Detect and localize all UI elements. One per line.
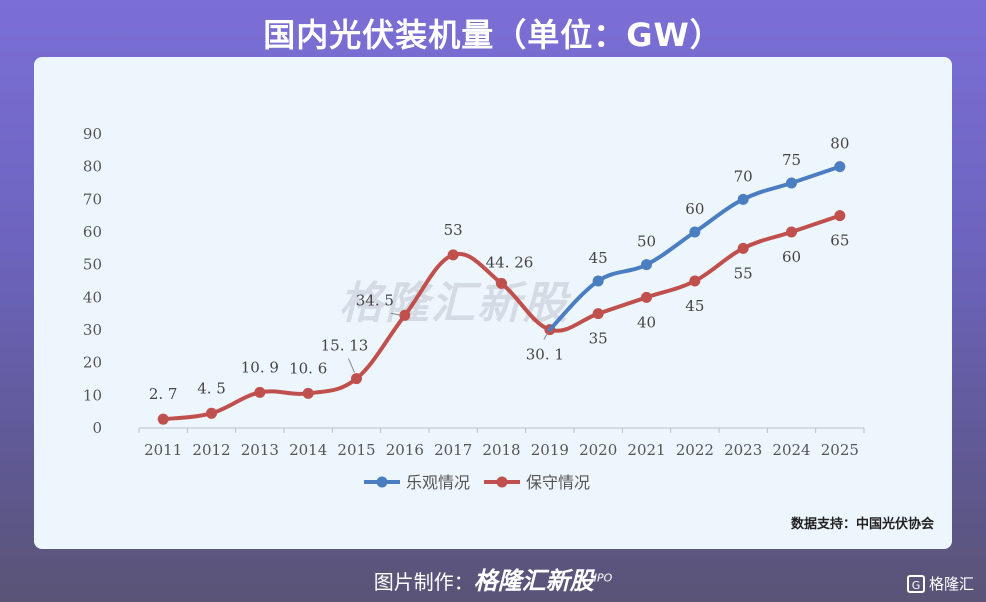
data-label: 30. 1 (526, 346, 564, 364)
y-tick-label: 30 (83, 321, 102, 339)
data-label: 34. 5 (356, 291, 394, 309)
data-label: 45 (589, 249, 608, 267)
x-tick-label: 2018 (482, 441, 520, 459)
data-point (447, 249, 459, 261)
data-label: 60 (685, 200, 704, 218)
data-point (496, 277, 507, 289)
data-point (351, 373, 362, 385)
x-tick-label: 2021 (627, 441, 665, 459)
x-tick-label: 2023 (724, 441, 762, 459)
y-tick-label: 0 (92, 419, 102, 437)
y-tick-label: 80 (83, 158, 102, 176)
data-label: 35 (589, 330, 608, 348)
data-label: 15. 13 (321, 337, 369, 355)
data-label: 10. 9 (241, 358, 279, 376)
logo-icon: G (906, 574, 925, 593)
data-point (206, 407, 217, 419)
data-label: 70 (734, 167, 753, 185)
data-label: 44. 26 (486, 253, 534, 271)
corner-logo-text: 格隆汇 (928, 575, 974, 593)
y-tick-label: 20 (83, 354, 102, 372)
data-point (689, 275, 701, 287)
data-label: 50 (637, 233, 656, 251)
y-tick-label: 10 (83, 386, 102, 404)
data-label: 45 (685, 297, 704, 315)
data-point (737, 242, 749, 254)
y-tick-label: 70 (83, 190, 102, 208)
data-point (592, 275, 604, 287)
footer-brand: 格隆汇新股 (473, 567, 594, 595)
data-label: 2. 7 (149, 385, 178, 403)
footer-prefix: 图片制作： (373, 570, 474, 594)
data-label: 10. 6 (289, 359, 327, 377)
data-point (641, 259, 652, 271)
data-point (641, 291, 652, 303)
y-tick-label: 60 (83, 223, 102, 241)
legend-swatch-marker (376, 476, 388, 488)
x-tick-label: 2022 (676, 441, 714, 459)
y-tick-label: 90 (83, 125, 102, 143)
line-chart: 2011 2012 2013 2014 2015 2016 2017 2018 2019 2020… (83, 125, 865, 492)
x-tick-label: 2025 (821, 441, 859, 459)
data-point (302, 387, 314, 399)
x-tick-label: 2012 (192, 441, 230, 459)
data-point (786, 177, 797, 189)
leader-line (543, 332, 549, 340)
y-tick-label: 40 (83, 288, 102, 306)
data-point (254, 386, 266, 398)
leader-line (390, 312, 401, 316)
page-title: 国内光伏装机量（单位：GW） (263, 16, 723, 54)
y-tick-label: 50 (83, 256, 102, 274)
legend-label: 保守情况 (526, 473, 590, 492)
x-tick-label: 2020 (579, 441, 617, 459)
x-tick-label: 2013 (241, 441, 279, 459)
data-point (834, 161, 846, 173)
data-label: 65 (830, 232, 849, 250)
data-point (157, 413, 169, 425)
leader-line (348, 358, 355, 373)
footer-brand-sub: IPO (593, 571, 613, 585)
data-label: 40 (637, 313, 656, 331)
x-tick-label: 2017 (434, 441, 472, 459)
data-label: 53 (444, 221, 463, 239)
data-point (834, 210, 846, 222)
x-tick-label: 2015 (337, 441, 375, 459)
data-label: 75 (782, 151, 801, 169)
corner-logo: G 格隆汇 (906, 573, 974, 594)
x-tick-label: 2014 (289, 441, 327, 459)
x-tick-label: 2024 (772, 441, 810, 459)
data-label: 60 (782, 248, 801, 266)
legend-swatch-marker (496, 476, 508, 488)
data-point (786, 226, 797, 238)
data-label: 55 (734, 264, 753, 282)
x-tick-label: 2011 (144, 441, 182, 459)
data-label: 4. 5 (197, 379, 226, 397)
chart-card: 格隆汇新股 2011 2012 2013 2014 2015 2016 2017 2018 20… (34, 57, 952, 549)
data-point (689, 226, 701, 238)
data-label: 80 (830, 135, 849, 153)
data-point (592, 308, 604, 320)
footer: 图片制作：格隆汇新股IPO (0, 561, 986, 596)
data-source: 数据支持：中国光伏协会 (790, 517, 934, 532)
data-point (737, 193, 749, 205)
legend-label: 乐观情况 (406, 473, 470, 492)
watermark: 格隆汇新股 (339, 278, 569, 329)
x-tick-label: 2019 (531, 441, 569, 459)
x-tick-label: 2016 (386, 441, 424, 459)
data-point (399, 309, 411, 321)
